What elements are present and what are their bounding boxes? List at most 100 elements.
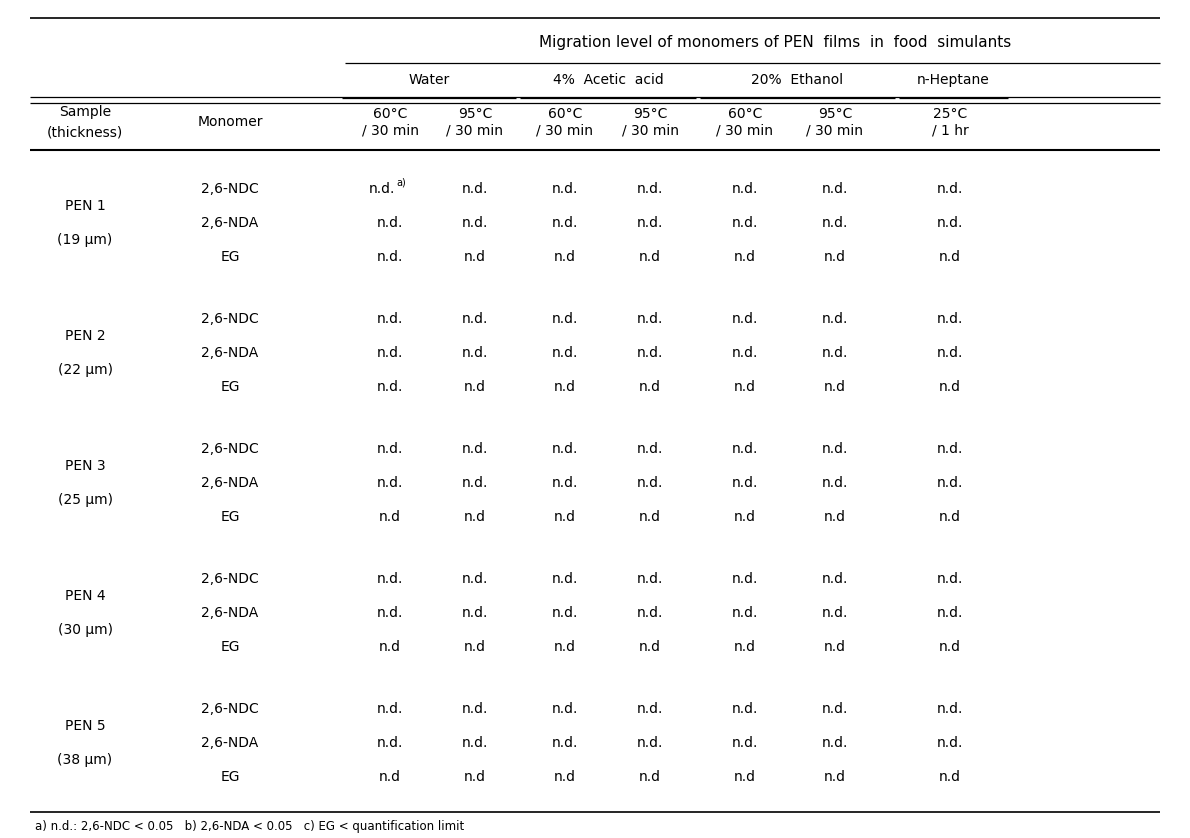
Text: n.d.: n.d. — [462, 182, 488, 196]
Text: n.d.: n.d. — [377, 216, 403, 230]
Text: n.d: n.d — [378, 770, 401, 784]
Text: n.d.: n.d. — [937, 216, 963, 230]
Text: 95°C: 95°C — [633, 107, 668, 121]
Text: n.d.: n.d. — [552, 476, 578, 490]
Text: n.d.: n.d. — [377, 736, 403, 750]
Text: PEN 1: PEN 1 — [64, 199, 106, 213]
Text: n.d.: n.d. — [732, 216, 758, 230]
Text: n.d: n.d — [939, 251, 962, 264]
Text: 2,6-NDA: 2,6-NDA — [201, 736, 258, 750]
Text: n.d.: n.d. — [637, 572, 663, 586]
Text: n.d: n.d — [939, 640, 962, 654]
Text: / 30 min: / 30 min — [446, 123, 503, 137]
Text: n.d.: n.d. — [937, 312, 963, 326]
Text: PEN 3: PEN 3 — [64, 459, 105, 473]
Text: (25 μm): (25 μm) — [57, 493, 113, 507]
Text: 2,6-NDA: 2,6-NDA — [201, 606, 258, 620]
Text: n.d.: n.d. — [732, 346, 758, 360]
Text: n.d.: n.d. — [822, 572, 848, 586]
Text: / 30 min: / 30 min — [537, 123, 594, 137]
Text: n.d.: n.d. — [937, 182, 963, 196]
Text: n.d.: n.d. — [822, 476, 848, 490]
Text: n.d.: n.d. — [937, 476, 963, 490]
Text: n.d.: n.d. — [822, 442, 848, 456]
Text: n.d.: n.d. — [822, 701, 848, 716]
Text: n.d.: n.d. — [937, 606, 963, 620]
Text: n.d: n.d — [734, 510, 756, 525]
Text: n.d.: n.d. — [637, 182, 663, 196]
Text: n.d.: n.d. — [462, 476, 488, 490]
Text: 2,6-NDA: 2,6-NDA — [201, 476, 258, 490]
Text: a) n.d.: 2,6-NDC < 0.05   b) 2,6-NDA < 0.05   c) EG < quantification limit: a) n.d.: 2,6-NDC < 0.05 b) 2,6-NDA < 0.0… — [35, 820, 464, 832]
Text: 20%  Ethanol: 20% Ethanol — [751, 73, 844, 87]
Text: / 30 min: / 30 min — [716, 123, 774, 137]
Text: n.d.: n.d. — [369, 182, 395, 196]
Text: n.d: n.d — [378, 510, 401, 525]
Text: 2,6-NDC: 2,6-NDC — [201, 442, 259, 456]
Text: n.d: n.d — [734, 380, 756, 394]
Text: n.d: n.d — [639, 640, 660, 654]
Text: Sample: Sample — [60, 105, 111, 119]
Text: 2,6-NDC: 2,6-NDC — [201, 701, 259, 716]
Text: a): a) — [396, 178, 406, 188]
Text: n.d.: n.d. — [462, 736, 488, 750]
Text: n.d.: n.d. — [732, 572, 758, 586]
Text: n.d.: n.d. — [637, 216, 663, 230]
Text: 2,6-NDC: 2,6-NDC — [201, 312, 259, 326]
Text: n.d.: n.d. — [377, 346, 403, 360]
Text: 2,6-NDA: 2,6-NDA — [201, 216, 258, 230]
Text: n.d.: n.d. — [552, 572, 578, 586]
Text: n.d.: n.d. — [377, 442, 403, 456]
Text: (19 μm): (19 μm) — [57, 233, 113, 247]
Text: n.d.: n.d. — [732, 442, 758, 456]
Text: PEN 4: PEN 4 — [64, 589, 105, 603]
Text: n.d.: n.d. — [937, 736, 963, 750]
Text: n.d: n.d — [464, 380, 486, 394]
Text: n.d.: n.d. — [462, 572, 488, 586]
Text: 2,6-NDC: 2,6-NDC — [201, 572, 259, 586]
Text: (38 μm): (38 μm) — [57, 753, 113, 767]
Text: n.d: n.d — [939, 510, 962, 525]
Text: (22 μm): (22 μm) — [57, 363, 113, 377]
Text: n.d.: n.d. — [732, 701, 758, 716]
Text: 95°C: 95°C — [818, 107, 852, 121]
Text: EG: EG — [220, 510, 239, 525]
Text: n.d.: n.d. — [732, 736, 758, 750]
Text: n.d: n.d — [823, 640, 846, 654]
Text: n.d: n.d — [464, 510, 486, 525]
Text: n.d.: n.d. — [462, 442, 488, 456]
Text: EG: EG — [220, 380, 239, 394]
Text: n.d: n.d — [823, 380, 846, 394]
Text: n.d: n.d — [939, 380, 962, 394]
Text: EG: EG — [220, 251, 239, 264]
Text: EG: EG — [220, 770, 239, 784]
Text: n.d.: n.d. — [462, 606, 488, 620]
Text: n.d.: n.d. — [377, 312, 403, 326]
Text: EG: EG — [220, 640, 239, 654]
Text: 60°C: 60°C — [728, 107, 762, 121]
Text: n.d: n.d — [378, 640, 401, 654]
Text: n.d: n.d — [464, 770, 486, 784]
Text: n.d.: n.d. — [637, 606, 663, 620]
Text: / 30 min: / 30 min — [362, 123, 419, 137]
Text: n.d.: n.d. — [637, 442, 663, 456]
Text: n.d.: n.d. — [822, 312, 848, 326]
Text: 60°C: 60°C — [547, 107, 582, 121]
Text: n.d: n.d — [555, 251, 576, 264]
Text: n.d: n.d — [555, 510, 576, 525]
Text: PEN 2: PEN 2 — [64, 328, 105, 343]
Text: n.d.: n.d. — [462, 701, 488, 716]
Text: Migration level of monomers of PEN  films  in  food  simulants: Migration level of monomers of PEN films… — [539, 34, 1012, 49]
Text: n.d.: n.d. — [732, 182, 758, 196]
Text: n.d: n.d — [464, 251, 486, 264]
Text: (30 μm): (30 μm) — [57, 623, 113, 637]
Text: n.d.: n.d. — [552, 606, 578, 620]
Text: n.d.: n.d. — [822, 346, 848, 360]
Text: n.d.: n.d. — [552, 346, 578, 360]
Text: n.d.: n.d. — [552, 442, 578, 456]
Text: n.d.: n.d. — [552, 216, 578, 230]
Text: n.d.: n.d. — [462, 312, 488, 326]
Text: n.d.: n.d. — [552, 736, 578, 750]
Text: n.d: n.d — [555, 380, 576, 394]
Text: n.d.: n.d. — [637, 736, 663, 750]
